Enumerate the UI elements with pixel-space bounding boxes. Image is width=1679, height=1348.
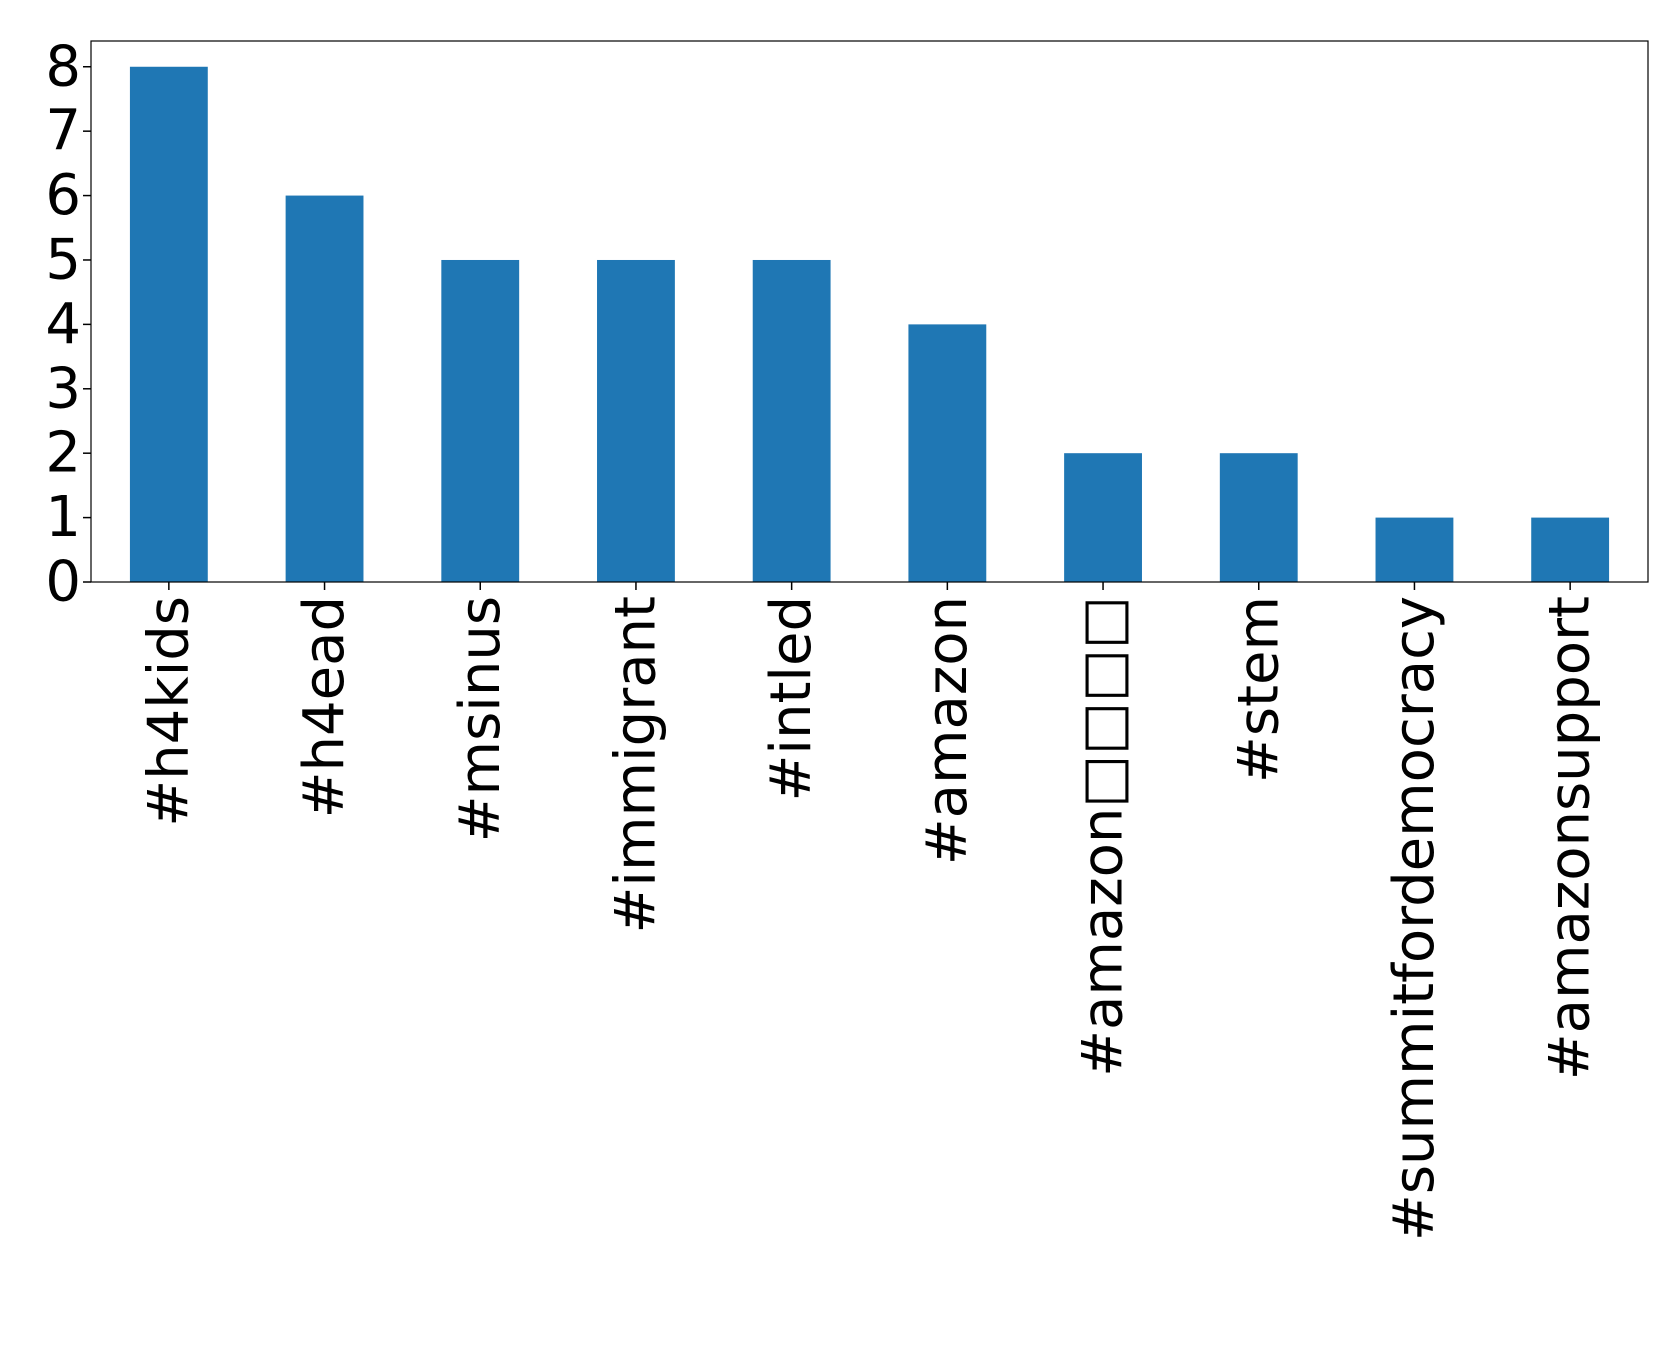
x-tick-label: #amazonsupport — [1538, 596, 1603, 1080]
x-tick-label: #immigrant — [603, 596, 668, 933]
bar — [908, 324, 987, 582]
y-tick-label: 2 — [45, 421, 81, 486]
x-tick-label: #h4ead — [292, 596, 357, 818]
y-tick-label: 4 — [45, 292, 81, 357]
bar — [1375, 517, 1454, 582]
bar — [597, 259, 675, 582]
y-tick-label: 6 — [45, 163, 81, 228]
x-tick-label: #stem — [1226, 596, 1291, 783]
plot-frame — [90, 40, 1649, 583]
bar — [1064, 453, 1142, 582]
bar — [1219, 453, 1298, 582]
x-tick-label: #msinus — [448, 596, 513, 842]
x-tick-label: #intled — [759, 596, 824, 802]
bar — [752, 259, 831, 582]
x-tick-label: #amazon — [915, 596, 980, 865]
bar — [285, 195, 364, 583]
bar — [1531, 517, 1610, 582]
y-tick-label: 7 — [45, 99, 81, 164]
y-tick-label: 0 — [45, 550, 81, 615]
y-tick-label: 8 — [45, 34, 81, 99]
y-tick-label: 5 — [45, 227, 81, 292]
x-tick-label: #h4kids — [136, 596, 201, 827]
y-tick-label: 3 — [45, 356, 81, 421]
bar — [129, 66, 208, 582]
y-tick-label: 1 — [45, 485, 81, 550]
bar — [441, 259, 520, 582]
x-tick-label: #summitfordemocracy — [1382, 596, 1447, 1241]
x-tick-label: #amazon□□□□ — [1071, 596, 1136, 1077]
